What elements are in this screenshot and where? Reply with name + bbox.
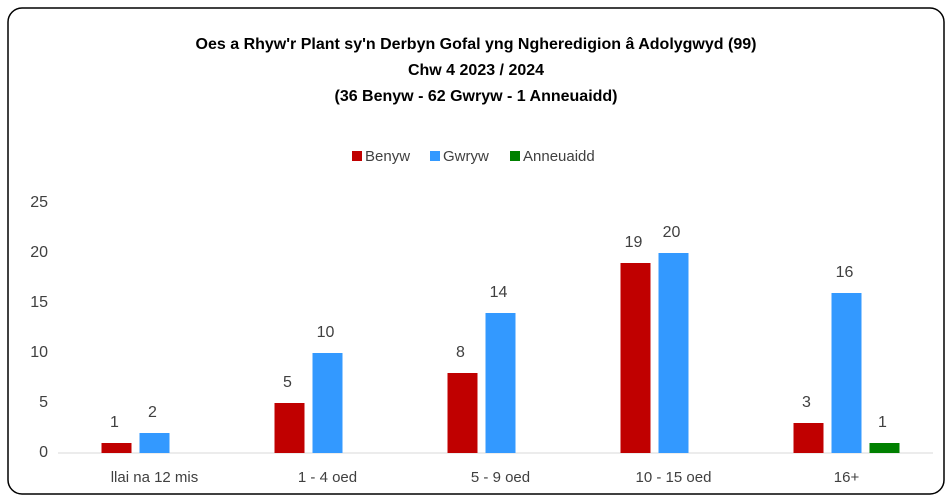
legend-swatch — [430, 151, 440, 161]
data-label: 5 — [283, 374, 292, 391]
y-tick-label: 20 — [30, 244, 48, 261]
chart-title: Chw 4 2023 / 2024 — [408, 62, 544, 79]
y-tick-label: 5 — [39, 394, 48, 411]
data-label: 3 — [802, 394, 811, 411]
bar — [793, 423, 824, 453]
x-tick-label: 16+ — [834, 469, 860, 486]
chart-title: (36 Benyw - 62 Gwryw - 1 Anneuaidd) — [334, 88, 617, 105]
legend-swatch — [352, 151, 362, 161]
chart-title: Oes a Rhyw'r Plant sy'n Derbyn Gofal yng… — [196, 36, 757, 53]
x-tick-label: 1 - 4 oed — [298, 469, 357, 486]
bar — [101, 443, 132, 453]
y-tick-label: 10 — [30, 344, 48, 361]
legend-label: Benyw — [365, 148, 410, 165]
x-tick-label: 5 - 9 oed — [471, 469, 530, 486]
x-tick-label: 10 - 15 oed — [636, 469, 712, 486]
bar — [620, 263, 651, 453]
data-label: 2 — [148, 404, 157, 421]
data-label: 1 — [110, 414, 119, 431]
y-tick-label: 0 — [39, 444, 48, 461]
y-tick-label: 15 — [30, 294, 48, 311]
bar — [312, 353, 343, 453]
bar — [869, 443, 900, 453]
bar — [139, 433, 170, 453]
x-tick-label: llai na 12 mis — [111, 469, 199, 486]
data-label: 16 — [836, 264, 854, 281]
data-label: 10 — [317, 324, 335, 341]
data-label: 8 — [456, 344, 465, 361]
data-label: 20 — [663, 224, 681, 241]
y-tick-label: 25 — [30, 194, 48, 211]
legend-swatch — [510, 151, 520, 161]
legend-label: Anneuaidd — [523, 148, 595, 165]
bar — [658, 253, 689, 453]
data-label: 19 — [625, 234, 643, 251]
data-label: 14 — [490, 284, 508, 301]
chart-border — [7, 7, 945, 495]
bar — [447, 373, 478, 453]
bar — [831, 293, 862, 453]
bar — [274, 403, 305, 453]
legend-label: Gwryw — [443, 148, 489, 165]
data-label: 1 — [878, 414, 887, 431]
bar — [485, 313, 516, 453]
